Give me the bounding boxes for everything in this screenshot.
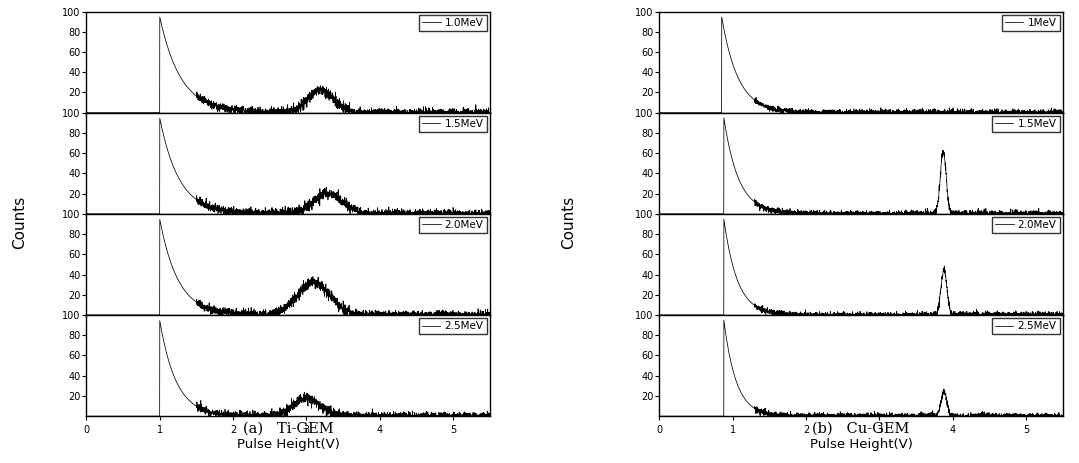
Text: Counts: Counts [12,195,27,249]
Legend: 2.5MeV: 2.5MeV [419,318,487,334]
Text: (b)   Cu-GEM: (b) Cu-GEM [812,422,910,436]
Legend: 1.5MeV: 1.5MeV [992,116,1060,132]
Legend: 1.5MeV: 1.5MeV [419,116,487,132]
Text: (a)   Ti-GEM: (a) Ti-GEM [243,422,333,436]
Legend: 2.0MeV: 2.0MeV [992,217,1060,233]
X-axis label: Pulse Height(V): Pulse Height(V) [809,438,913,451]
Legend: 1MeV: 1MeV [1001,15,1060,31]
Legend: 2.0MeV: 2.0MeV [419,217,487,233]
Text: Counts: Counts [561,195,576,249]
Legend: 2.5MeV: 2.5MeV [992,318,1060,334]
Legend: 1.0MeV: 1.0MeV [419,15,487,31]
X-axis label: Pulse Height(V): Pulse Height(V) [236,438,340,451]
